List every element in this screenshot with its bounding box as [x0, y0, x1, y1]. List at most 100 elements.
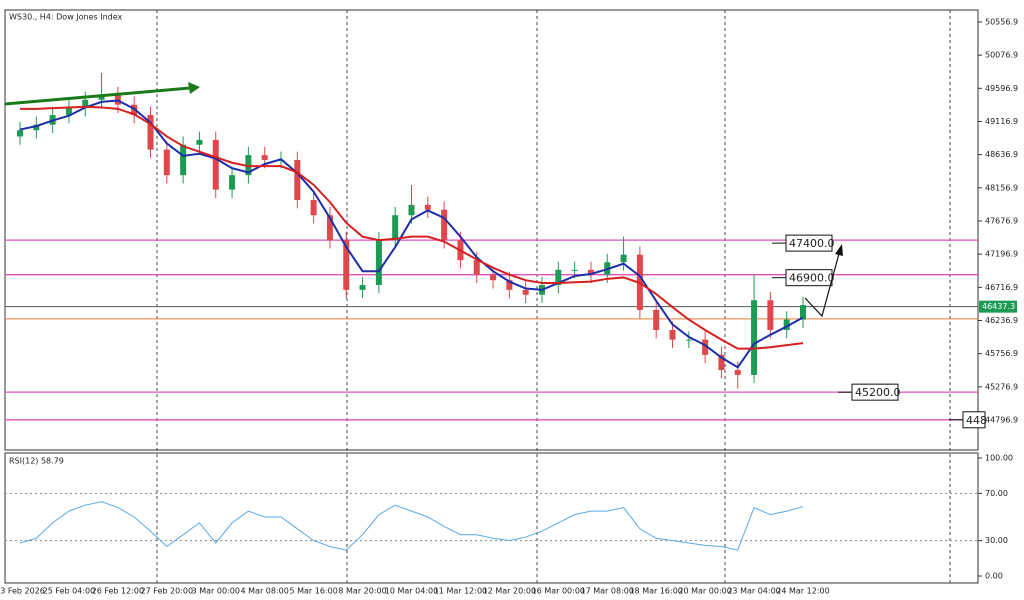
x-tick-label: 8 Mar 20:00: [338, 587, 386, 596]
candle-body: [506, 280, 513, 290]
candle-body: [522, 289, 529, 295]
y-tick-label: 46716.9: [985, 283, 1018, 292]
y-tick-label: 49116.9: [985, 117, 1018, 126]
chart-title: WS30., H4: Dow Jones Index: [9, 13, 123, 22]
moving-average: [19, 99, 804, 369]
rsi-panel: [4, 452, 979, 584]
label-box: [785, 234, 833, 252]
candle-body: [653, 309, 660, 330]
rsi-line: [19, 501, 804, 551]
candle-body: [343, 240, 350, 290]
candle-body: [212, 139, 219, 190]
moving-average: [20, 105, 804, 350]
y-tick-label: 49596.9: [985, 84, 1018, 93]
path-arrow: [804, 249, 841, 318]
candle-body: [669, 329, 676, 340]
y-tick-label: 48156.9: [985, 183, 1018, 192]
y-tick-label: 46236.9: [985, 316, 1018, 325]
x-tick-label: 12 Mar 20:00: [483, 587, 536, 596]
candle-body: [82, 99, 89, 109]
x-tick-label: 20 Mar 00:00: [678, 587, 731, 596]
candle-body: [734, 370, 741, 375]
candle-body: [555, 269, 562, 286]
rsi-tick-label: 100.00: [985, 453, 1013, 462]
rsi-tick-label: 0.00: [985, 572, 1003, 581]
price-tag: [979, 300, 1017, 313]
level-label: 46900.0: [772, 269, 835, 287]
candle-body: [424, 204, 431, 210]
y-tick-label: 45756.9: [985, 349, 1018, 358]
rsi-title: RSI(12) 58.79: [9, 457, 64, 466]
x-tick-label: 11 Mar 12:00: [434, 587, 487, 596]
candle-body: [408, 204, 415, 216]
candle-body: [245, 155, 252, 176]
level-label: 47400.0: [772, 234, 835, 252]
candle-body: [473, 260, 480, 275]
x-tick-label: 18 Mar 16:00: [629, 587, 682, 596]
x-tick-label: 5 Mar 16:00: [289, 587, 337, 596]
y-tick-label: 47196.9: [985, 250, 1018, 259]
candle-body: [751, 300, 758, 375]
level-text: 448: [966, 414, 987, 427]
candle-body: [294, 159, 301, 201]
x-tick-label: 23 Mar 04:00: [727, 587, 780, 596]
label-box: [851, 383, 899, 401]
y-tick-label: 47676.9: [985, 216, 1018, 225]
candle-body: [196, 139, 203, 145]
main-panel: [4, 9, 979, 451]
y-tick-label: 44796.9: [985, 416, 1018, 425]
x-tick-label: 10 Mar 04:00: [385, 587, 438, 596]
level-label: 45200.0: [838, 383, 901, 401]
x-tick-label: 23 Feb 2026: [0, 587, 45, 596]
candle-body: [375, 240, 382, 286]
candle-body: [702, 339, 709, 355]
x-tick-label: 27 Feb 20:00: [141, 587, 193, 596]
trend-arrow: [4, 86, 191, 106]
rsi-tick-label: 70.00: [985, 489, 1008, 498]
x-tick-label: 25 Feb 04:00: [43, 587, 95, 596]
candle-body: [587, 269, 594, 275]
candle-body: [261, 155, 268, 160]
x-tick-label: 16 Mar 00:00: [532, 587, 585, 596]
candle-body: [180, 144, 187, 176]
candle-body: [800, 305, 806, 320]
level-label: 448: [949, 411, 987, 429]
candle-body: [65, 108, 72, 116]
candle-body: [490, 274, 497, 281]
x-tick-label: 17 Mar 08:00: [581, 587, 634, 596]
candle-body: [17, 130, 23, 137]
y-tick-label: 45276.9: [985, 382, 1018, 391]
y-tick-label: 48636.9: [985, 150, 1018, 159]
candle-body: [326, 215, 333, 241]
candle-body: [229, 175, 236, 190]
y-tick-label: 50076.9: [985, 51, 1018, 60]
annotations: [4, 82, 843, 318]
x-tick-label: 24 Mar 12:00: [776, 587, 829, 596]
candle-body: [392, 215, 399, 241]
plot-layer: 50556.9 50076.9 49596.9 49116.9 48636.9 48156…: [0, 17, 1018, 595]
candle-body: [571, 269, 578, 271]
x-tick-label: 3 Mar 00:00: [192, 587, 240, 596]
price-tag-label: 46437.3: [982, 302, 1015, 311]
candle-body: [620, 254, 627, 263]
y-tick-label: 50556.9: [985, 17, 1018, 26]
candle-body: [33, 124, 40, 131]
level-text: 47400.0: [789, 237, 835, 250]
candle-body: [163, 149, 170, 176]
candle-body: [767, 300, 774, 330]
candle-body: [310, 200, 317, 216]
candle-body: [359, 285, 366, 290]
label-box: [962, 411, 986, 429]
candle-body: [685, 339, 692, 341]
candle-body: [98, 95, 105, 100]
arrow-head: [835, 244, 843, 256]
x-tick-label: 4 Mar 08:00: [241, 587, 289, 596]
candle-body: [718, 354, 725, 371]
candle-body: [783, 319, 790, 330]
candle-body: [147, 115, 154, 150]
level-text: 45200.0: [855, 386, 901, 399]
x-tick-label: 26 Feb 12:00: [92, 587, 144, 596]
level-text: 46900.0: [789, 272, 835, 285]
rsi-tick-label: 30.00: [985, 536, 1008, 545]
